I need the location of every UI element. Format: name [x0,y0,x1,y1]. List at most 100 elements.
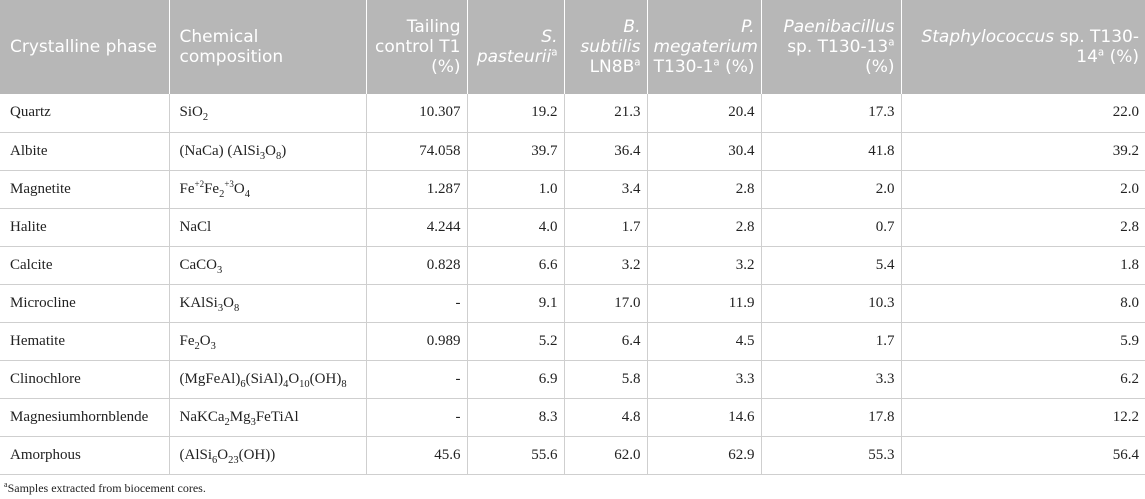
cell-b-subtilis: 3.2 [564,246,648,285]
cell-chemical-composition: Fe+2Fe2+3O4 [169,170,367,209]
cell-tailing-control: - [366,398,468,437]
table-row: Calcite CaCO3 0.828 6.6 3.2 3.2 5.4 1.8 [0,246,1145,285]
cell-p-megaterium: 3.2 [647,246,762,285]
formula-part: 2 [219,188,225,200]
header-p-megaterium: P. megaterium T130-1a (%) [647,0,762,94]
cell-p-megaterium: 20.4 [647,94,762,133]
cell-p-megaterium: 11.9 [647,284,762,323]
header-b-subtilis: B. subtilis LN8Ba [564,0,648,94]
formula-part: 4 [283,378,289,390]
formula-part: 10 [299,378,310,390]
formula-part: 8 [233,302,240,314]
formula-part: KAlSi [179,294,218,311]
formula-part: 8 [341,378,347,390]
header-staphylococcus: Staphylococcus sp. T130-14a (%) [901,0,1145,94]
cell-chemical-composition: NaKCa2Mg3FeTiAl [169,398,367,437]
cell-crystalline-phase: Calcite [0,246,170,285]
formula-part: ) [281,142,287,159]
cell-s-pasteurii: 6.6 [467,246,565,285]
cell-b-subtilis: 3.4 [564,170,648,209]
formula-part: NaCl [179,218,212,235]
cell-crystalline-phase: Albite [0,132,170,171]
cell-s-pasteurii: 1.0 [467,170,565,209]
cell-s-pasteurii: 55.6 [467,436,565,475]
cell-chemical-composition: (MgFeAl)6(SiAl)4O10(OH)8 [169,360,367,399]
header-chemical-composition: Chemical composition [169,0,367,94]
cell-staphylococcus: 22.0 [901,94,1145,133]
cell-tailing-control: - [366,360,468,399]
cell-paenibacillus: 3.3 [761,360,902,399]
formula-part: 23 [228,454,239,466]
table-row: Magnetite Fe+2Fe2+3O4 1.287 1.0 3.4 2.8 2.0 2.0 [0,170,1145,209]
cell-staphylococcus: 39.2 [901,132,1145,171]
cell-paenibacillus: 41.8 [761,132,902,171]
cell-staphylococcus: 1.8 [901,246,1145,285]
formula-part: 3 [217,264,223,276]
formula-part: 2 [224,416,230,428]
footnote-marker: a [4,480,8,489]
header-row: Crystalline phase Chemical composition T… [0,0,1145,94]
formula-part: Fe [204,180,220,197]
cell-chemical-composition: Fe2O3 [169,322,367,361]
formula-part: +3 [224,178,234,189]
cell-b-subtilis: 1.7 [564,208,648,247]
cell-b-subtilis: 36.4 [564,132,648,171]
cell-crystalline-phase: Magnesiumhornblende [0,398,170,437]
cell-p-megaterium: 2.8 [647,208,762,247]
formula-part: (SiAl) [245,370,284,387]
table-row: Microcline KAlSi3O8-9.1 17.0 11.9 10.3 8.0 [0,284,1145,323]
header-crystalline-phase: Crystalline phase [0,0,170,94]
table-row: Clinochlore (MgFeAl)6(SiAl)4O10(OH)8-6.9 5… [0,360,1145,399]
formula-part: O [233,180,245,197]
cell-s-pasteurii: 8.3 [467,398,565,437]
cell-p-megaterium: 2.8 [647,170,762,209]
table-row: Hematite Fe2O3 0.989 5.2 6.4 4.5 1.7 5.9 [0,322,1145,361]
table-row: Halite NaCl 4.244 4.0 1.7 2.8 0.7 2.8 [0,208,1145,247]
cell-s-pasteurii: 19.2 [467,94,565,133]
cell-b-subtilis: 21.3 [564,94,648,133]
formula-part: O [265,142,276,159]
table-header: Crystalline phase Chemical composition T… [0,0,1145,94]
formula-part: 6 [240,378,246,390]
cell-crystalline-phase: Magnetite [0,170,170,209]
formula-part: 3 [217,302,224,314]
formula-part: Mg [229,408,251,425]
cell-paenibacillus: 55.3 [761,436,902,475]
cell-paenibacillus: 10.3 [761,284,902,323]
formula-part: +2 [194,178,205,189]
cell-p-megaterium: 4.5 [647,322,762,361]
header-s-pasteurii: S. pasteuriia [467,0,565,94]
formula-part: 6 [212,454,218,466]
table-row: Albite (NaCa) (AlSi3O8) 74.058 39.7 36.4 30.4… [0,132,1145,171]
cell-paenibacillus: 17.8 [761,398,902,437]
cell-chemical-composition: NaCl [169,208,367,247]
cell-tailing-control: 45.6 [366,436,468,475]
cell-chemical-composition: KAlSi3O8 [169,284,367,323]
formula-part: NaKCa [179,408,225,425]
cell-tailing-control: - [366,284,468,323]
cell-p-megaterium: 30.4 [647,132,762,171]
cell-chemical-composition: (NaCa) (AlSi3O8) [169,132,367,171]
formula-part: 4 [244,188,250,200]
formula-part: (NaCa) (AlSi [179,142,260,159]
cell-chemical-composition: (AlSi6O23(OH)) [169,436,367,475]
mineral-phase-table: Crystalline phase Chemical composition T… [0,0,1145,475]
formula-part: CaCO [179,256,218,273]
formula-part: O [217,446,229,463]
cell-paenibacillus: 1.7 [761,322,902,361]
cell-crystalline-phase: Microcline [0,284,170,323]
cell-tailing-control: 1.287 [366,170,468,209]
formula-part: 2 [194,340,200,352]
formula-part: O [288,370,300,387]
footnote: aSamples extracted from biocement cores. [4,481,206,496]
cell-s-pasteurii: 39.7 [467,132,565,171]
cell-tailing-control: 10.307 [366,94,468,133]
cell-p-megaterium: 62.9 [647,436,762,475]
cell-paenibacillus: 5.4 [761,246,902,285]
formula-part: (MgFeAl) [179,370,241,387]
table-body: Quartz SiO2 10.307 19.2 21.3 20.4 17.3 22.0 Albi… [0,94,1145,475]
formula-part: FeTiAl [255,408,299,425]
cell-crystalline-phase: Amorphous [0,436,170,475]
cell-crystalline-phase: Clinochlore [0,360,170,399]
table-row: Magnesiumhornblende NaKCa2Mg3FeTiAl -8.3 4.… [0,398,1145,437]
